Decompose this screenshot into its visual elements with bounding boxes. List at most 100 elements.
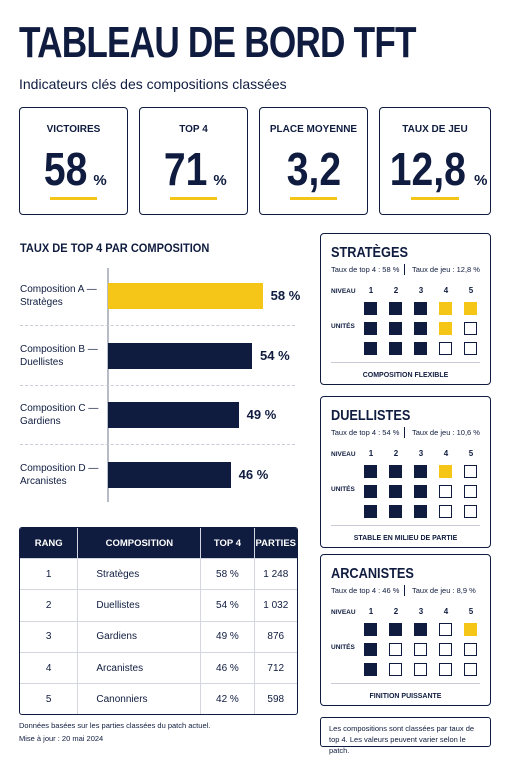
table-cell: 1 248 <box>253 557 297 590</box>
unit-cell <box>364 322 377 335</box>
units-label: UNITÉS <box>331 644 355 651</box>
row-separator <box>20 325 295 326</box>
level-number: 3 <box>418 449 424 458</box>
level-number: 2 <box>393 286 399 295</box>
kpi-unit: % <box>474 172 488 189</box>
divider <box>404 585 405 596</box>
panel-top4: Taux de top 4 : 54 % <box>331 428 400 437</box>
unit-cell <box>414 505 427 518</box>
table-cell: Gardiens <box>77 620 201 653</box>
panel-title: STRATÈGES <box>331 244 408 261</box>
table-cell: 42 % <box>200 683 255 715</box>
bar <box>108 283 263 309</box>
category-label: Composition B — Duellistes <box>20 343 98 368</box>
unit-cell <box>464 322 477 335</box>
unit-cell <box>389 623 402 636</box>
divider <box>404 264 405 275</box>
unit-cell <box>439 302 452 315</box>
footer-note: Données basées sur les parties classées … <box>19 719 210 745</box>
table-cell: 58 % <box>200 557 255 590</box>
level-number: 3 <box>418 607 424 616</box>
level-number: 1 <box>368 449 374 458</box>
panel-play-rate: Taux de jeu : 12,8 % <box>412 265 480 274</box>
subtitle: Indicateurs clés des compositions classé… <box>19 76 287 92</box>
table-cell: 1 032 <box>253 589 297 622</box>
bar <box>108 402 239 428</box>
note-line: Données basées sur les parties classées … <box>19 721 211 730</box>
header-cell: COMPOSITION <box>77 528 201 559</box>
unit-cell <box>464 663 477 676</box>
bar <box>108 461 231 488</box>
unit-cell <box>364 485 377 498</box>
panel-play-rate: Taux de jeu : 10,6 % <box>412 428 480 437</box>
unit-cell <box>414 485 427 498</box>
panel-footer: FINITION PUISSANTE <box>331 683 480 700</box>
note-line: Mise à jour : 20 mai 2024 <box>19 734 104 743</box>
kpi-card: TOP 4 71% <box>139 107 248 215</box>
kpi-unit: % <box>213 172 227 189</box>
kpi-underline <box>410 197 460 200</box>
level-number: 2 <box>393 449 399 458</box>
unit-cell <box>414 302 427 315</box>
kpi-value: 3,2 <box>260 142 367 196</box>
level-number: 4 <box>443 607 449 616</box>
header-cell: PARTIES <box>253 528 297 559</box>
unit-cell <box>364 505 377 518</box>
unit-cell <box>389 302 402 315</box>
unit-cell <box>414 465 427 478</box>
table-cell: 1 <box>20 557 78 590</box>
level-number: 1 <box>368 286 374 295</box>
kpi-underline <box>289 197 338 200</box>
category-label: Composition A — Stratèges <box>20 284 97 308</box>
panel-play-rate: Taux de jeu : 8,9 % <box>412 586 476 595</box>
unit-cell <box>414 322 427 335</box>
kpi-underline <box>49 197 98 200</box>
unit-cell <box>389 322 402 335</box>
table-row: 2 Duellistes 54 % 1 032 <box>20 589 297 622</box>
table-cell: 876 <box>253 620 297 653</box>
header-cell: TOP 4 <box>200 528 255 559</box>
level-number: 4 <box>443 286 449 295</box>
kpi-underline <box>169 197 218 200</box>
kpi-number: 71 <box>164 143 208 195</box>
table-cell: 54 % <box>200 589 255 622</box>
ranking-table: RANG COMPOSITION TOP 4 PARTIES 1 Stratèges 58 … <box>19 527 298 716</box>
level-number: 1 <box>368 607 374 616</box>
divider <box>404 427 405 438</box>
panel-footer: STABLE EN MILIEU DE PARTIE <box>331 525 480 542</box>
table-row: 1 Stratèges 58 % 1 248 <box>20 557 297 590</box>
table-row: 5 Canonniers 42 % 598 <box>20 683 297 715</box>
panel-title: DUELLISTES <box>331 407 411 424</box>
kpi-unit: % <box>93 172 107 189</box>
table-cell: Arcanistes <box>77 651 201 684</box>
kpi-label: PLACE MOYENNE <box>269 124 358 135</box>
unit-cell <box>364 465 377 478</box>
footer-box: Les compositions sont classées par taux … <box>320 717 491 755</box>
composition-panel: ARCANISTES Taux de top 4 : 46 % Taux de je… <box>320 554 491 706</box>
unit-cell <box>364 643 377 656</box>
table-cell: 598 <box>253 683 297 715</box>
unit-cell <box>389 663 402 676</box>
unit-cell <box>464 505 477 518</box>
table-cell: 712 <box>253 651 297 684</box>
level-label: NIVEAU <box>331 609 356 616</box>
kpi-number: 58 <box>44 143 88 195</box>
level-number: 2 <box>393 607 399 616</box>
unit-cell <box>439 505 452 518</box>
table-cell: Canonniers <box>77 683 201 715</box>
kpi-value: 58% <box>20 142 127 196</box>
kpi-number: 3,2 <box>286 143 341 195</box>
unit-cell <box>414 623 427 636</box>
row-separator <box>20 444 295 445</box>
unit-cell <box>389 485 402 498</box>
unit-cell <box>364 302 377 315</box>
kpi-value: 12,8% <box>380 142 490 196</box>
unit-cell <box>464 302 477 315</box>
table-cell: 2 <box>20 589 78 622</box>
level-number: 5 <box>468 449 474 458</box>
level-label: NIVEAU <box>331 288 356 295</box>
unit-cell <box>464 643 477 656</box>
kpi-number: 12,8 <box>389 143 466 195</box>
unit-cell <box>364 663 377 676</box>
